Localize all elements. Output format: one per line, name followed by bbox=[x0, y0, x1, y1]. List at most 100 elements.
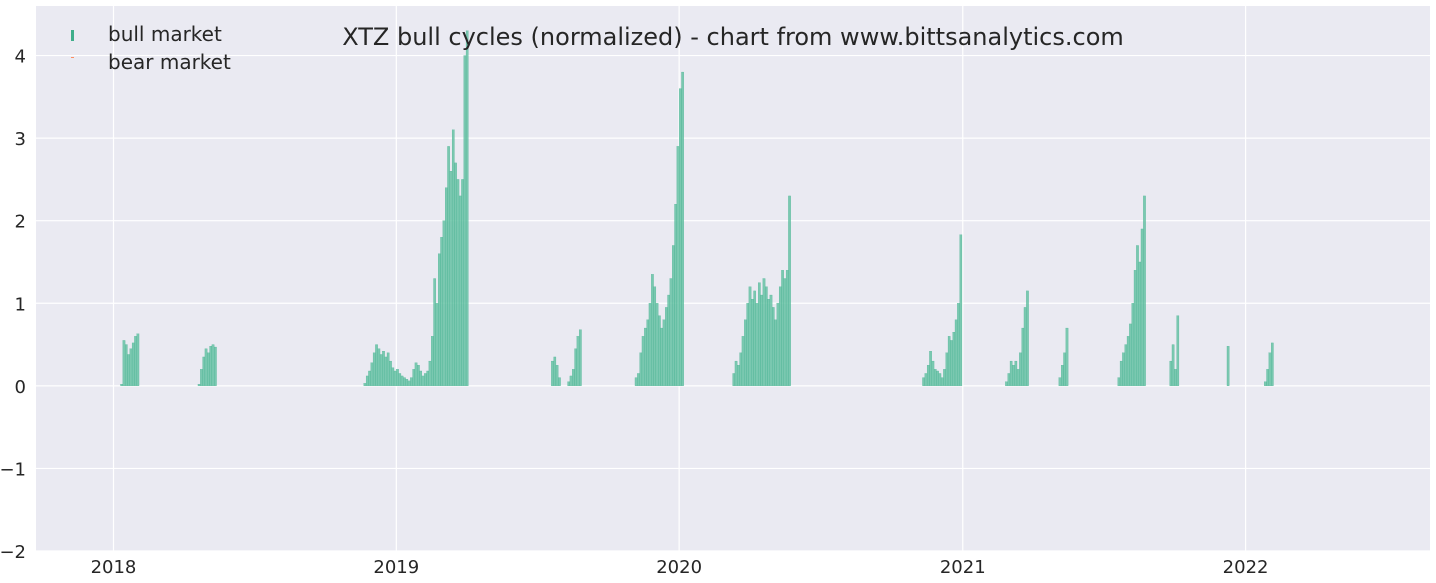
bar-bull bbox=[1266, 369, 1269, 386]
bar-bull bbox=[1007, 373, 1011, 386]
bar-bull bbox=[379, 354, 383, 386]
bar-bull bbox=[463, 55, 467, 386]
bar-bull bbox=[129, 348, 133, 386]
bar-bull bbox=[202, 356, 206, 386]
bar-bull bbox=[1268, 352, 1272, 386]
bar-bull bbox=[136, 333, 140, 386]
bar-bull bbox=[751, 299, 754, 386]
bar-bull bbox=[660, 327, 663, 386]
bar-bull bbox=[1026, 290, 1029, 386]
bar-bull bbox=[576, 336, 580, 386]
bar-bull bbox=[1122, 352, 1125, 386]
bar-bull bbox=[451, 129, 455, 386]
bar-bull bbox=[405, 379, 409, 386]
bar-bull bbox=[384, 356, 388, 386]
bar-bull bbox=[646, 319, 650, 386]
bar-bull bbox=[954, 319, 958, 386]
bar-bull bbox=[204, 348, 208, 386]
y-tick-label: 0 bbox=[15, 377, 26, 398]
bar-bull bbox=[785, 270, 789, 386]
bar-bull bbox=[209, 346, 213, 386]
bar-bull bbox=[739, 352, 743, 386]
bar-bull bbox=[637, 373, 640, 386]
bar-bull bbox=[435, 303, 439, 386]
bar-bull bbox=[1023, 307, 1027, 386]
bar-bull bbox=[1065, 327, 1069, 386]
bar-bull bbox=[926, 365, 930, 386]
bar-bull bbox=[572, 369, 575, 386]
bar-bull bbox=[567, 381, 571, 386]
bar-bull bbox=[574, 348, 577, 386]
bar-bull bbox=[945, 352, 949, 386]
bar-bull bbox=[440, 237, 443, 386]
bar-bull bbox=[391, 367, 395, 386]
bar-bull bbox=[639, 352, 643, 386]
chart-title: XTZ bull cycles (normalized) - chart fro… bbox=[342, 23, 1124, 51]
bar-bull bbox=[207, 352, 210, 386]
bar-bull bbox=[122, 340, 126, 386]
bar-bull bbox=[447, 146, 450, 386]
bar-bull bbox=[569, 375, 573, 386]
bar-bull bbox=[579, 329, 582, 386]
bar-bull bbox=[417, 365, 420, 386]
bar-bull bbox=[456, 179, 460, 386]
bar-bull bbox=[214, 346, 217, 386]
bar-bull bbox=[421, 375, 425, 386]
bar-bull bbox=[1136, 245, 1139, 386]
bar-bull bbox=[758, 282, 761, 386]
bar-bull bbox=[744, 319, 747, 386]
bar-bull bbox=[781, 270, 784, 386]
bar-bull bbox=[553, 356, 557, 386]
bar-bull bbox=[363, 383, 367, 386]
bar-bull bbox=[959, 234, 963, 386]
bar-bull bbox=[644, 327, 647, 386]
y-tick-label: −1 bbox=[0, 459, 26, 480]
bar-bull bbox=[124, 344, 128, 386]
legend: bull market bear market bbox=[71, 22, 231, 74]
bar-bull bbox=[1016, 369, 1020, 386]
bar-bull bbox=[665, 307, 668, 386]
bar-bull bbox=[368, 370, 371, 386]
bar-bull bbox=[412, 369, 416, 386]
bar-bull bbox=[414, 362, 418, 386]
bar-bull bbox=[1063, 352, 1066, 386]
bar-bull bbox=[375, 344, 378, 386]
bar-bull bbox=[377, 348, 381, 386]
grid bbox=[36, 6, 1430, 552]
bar-bull bbox=[131, 342, 135, 386]
bar-bull bbox=[400, 375, 404, 386]
y-tick-label: 3 bbox=[15, 129, 26, 150]
bar-bull bbox=[732, 373, 736, 386]
bar-bull bbox=[1009, 360, 1013, 386]
bar-bull bbox=[929, 351, 932, 386]
x-tick-label: 2022 bbox=[1223, 557, 1269, 578]
bar-bull bbox=[755, 303, 759, 386]
bar-bull bbox=[200, 369, 203, 386]
bar-bull bbox=[398, 373, 402, 386]
bar-bull bbox=[120, 384, 123, 386]
bar-bull bbox=[1124, 344, 1128, 386]
bar-bull bbox=[760, 294, 763, 386]
bar-bull bbox=[386, 352, 390, 386]
bar-bull bbox=[438, 253, 441, 386]
bar-bull bbox=[767, 299, 770, 386]
bar-bull bbox=[634, 377, 638, 386]
bar-bull bbox=[950, 340, 953, 386]
bar-bull bbox=[433, 278, 436, 386]
bar-bull bbox=[924, 373, 928, 386]
bar-bull bbox=[1169, 360, 1173, 386]
bar-bull bbox=[762, 278, 766, 386]
bar-bull bbox=[389, 360, 392, 386]
bar-bull bbox=[783, 278, 787, 386]
bar-bull bbox=[458, 195, 462, 386]
x-tick-label: 2021 bbox=[940, 557, 986, 578]
bar-bull bbox=[127, 354, 130, 386]
bar-bull bbox=[370, 362, 374, 386]
bar-bull bbox=[1129, 323, 1132, 386]
bar-bull bbox=[1176, 315, 1180, 386]
bar-bull bbox=[1019, 352, 1022, 386]
legend-bull-label: bull market bbox=[108, 22, 222, 46]
bar-bull bbox=[774, 319, 777, 386]
bar-bull bbox=[431, 336, 434, 386]
